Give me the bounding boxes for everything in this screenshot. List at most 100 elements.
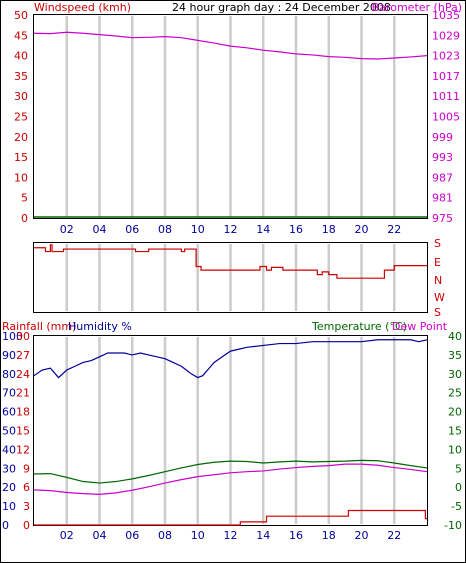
windspeed-label: Windspeed (kmh): [34, 1, 131, 14]
dewpoint-line: [33, 463, 428, 495]
x-tick-label: 22: [387, 223, 401, 236]
direction-tick-label: E: [434, 256, 441, 269]
humidity-tick-label: 20: [2, 481, 16, 494]
barometer-line: [33, 31, 428, 60]
temperature-tick-label: 10: [448, 443, 462, 456]
humidity-tick-label: 50: [2, 425, 16, 438]
x-tick-label: 02: [60, 529, 74, 542]
x-tick-label: 16: [289, 223, 303, 236]
rain-tick-label: 30: [16, 330, 30, 343]
temperature-tick-label: 40: [448, 330, 462, 343]
temperature-tick-label: 5: [455, 462, 462, 475]
x-tick-label: 02: [60, 223, 74, 236]
direction-tick-label: N: [434, 274, 442, 287]
wind-tick-label: 5: [21, 192, 28, 205]
direction-tick-label: S: [434, 306, 441, 319]
barometer-tick-label: 1017: [432, 70, 460, 83]
temperature-tick-label: 30: [448, 368, 462, 381]
wind-tick-label: 0: [21, 212, 28, 225]
x-tick-label: 20: [355, 223, 369, 236]
rain-tick-label: 27: [16, 349, 30, 362]
temperature-tick-label: 15: [448, 425, 462, 438]
chart-title: 24 hour graph day : 24 December 2008: [172, 1, 391, 14]
direction-tick-label: W: [434, 291, 445, 304]
rain-tick-label: 6: [23, 481, 30, 494]
temperature-tick-label: 25: [448, 387, 462, 400]
x-tick-label: 08: [158, 529, 172, 542]
barometer-tick-label: 1005: [432, 111, 460, 124]
barometer-tick-label: 1035: [432, 9, 460, 22]
x-tick-label: 10: [191, 223, 205, 236]
barometer-tick-label: 1029: [432, 29, 460, 42]
wind-direction-line: [34, 244, 427, 279]
barometer-tick-label: 993: [432, 151, 453, 164]
humidity-tick-label: 100: [2, 330, 23, 343]
wind-tick-label: 50: [14, 9, 28, 22]
temperature-tick-label: -5: [451, 500, 462, 513]
rain-tick-label: 0: [23, 519, 30, 532]
x-tick-label: 22: [387, 529, 401, 542]
humidity-tick-label: 70: [2, 387, 16, 400]
temperature-line: [33, 459, 428, 484]
x-tick-label: 12: [224, 529, 238, 542]
rainfall-line: [34, 509, 427, 526]
temperature-tick-label: -10: [444, 519, 462, 532]
x-tick-label: 06: [125, 223, 139, 236]
humidity-tick-label: 80: [2, 368, 16, 381]
humidity-line: [33, 339, 428, 379]
humidity-tick-label: 30: [2, 462, 16, 475]
temperature-label: Temperature (°C): [311, 320, 407, 333]
x-tick-label: 18: [322, 223, 336, 236]
grid-lines: [65, 16, 396, 524]
humidity-tick-label: 0: [2, 519, 9, 532]
humidity-label: Humidity %: [68, 320, 132, 333]
rain-tick-label: 21: [16, 387, 30, 400]
x-tick-label: 14: [256, 529, 270, 542]
barometer-tick-label: 999: [432, 131, 453, 144]
wind-tick-label: 25: [14, 111, 28, 124]
temperature-tick-label: 20: [448, 406, 462, 419]
rainfall-label: Rainfall (mm): [2, 320, 76, 333]
rain-tick-label: 15: [16, 425, 30, 438]
x-tick-label: 12: [224, 223, 238, 236]
barometer-tick-label: 975: [432, 212, 453, 225]
x-tick-label: 06: [125, 529, 139, 542]
barometer-tick-label: 987: [432, 171, 453, 184]
rain-tick-label: 24: [16, 368, 30, 381]
barometer-tick-label: 1011: [432, 90, 460, 103]
x-tick-label: 04: [93, 223, 107, 236]
x-tick-label: 14: [256, 223, 270, 236]
x-tick-label: 18: [322, 529, 336, 542]
rain-tick-label: 9: [23, 462, 30, 475]
wind-tick-label: 10: [14, 171, 28, 184]
barometer-label: Barometer (hPa): [372, 1, 462, 14]
humidity-tick-label: 90: [2, 349, 16, 362]
x-tick-label: 10: [191, 529, 205, 542]
barometer-tick-label: 981: [432, 192, 453, 205]
temperature-tick-label: 0: [455, 481, 462, 494]
temperature-tick-label: 35: [448, 349, 462, 362]
wind-tick-label: 15: [14, 151, 28, 164]
wind-barometer-panel: [33, 14, 428, 219]
rain-tick-label: 12: [16, 443, 30, 456]
direction-tick-label: S: [434, 237, 441, 250]
wind-tick-label: 20: [14, 131, 28, 144]
wind-tick-label: 35: [14, 70, 28, 83]
x-tick-label: 20: [355, 529, 369, 542]
wind-tick-label: 30: [14, 90, 28, 103]
axis-tick-labels: 0202040406060808101012121414161618182020…: [2, 9, 462, 542]
humidity-tick-label: 10: [2, 500, 16, 513]
barometer-tick-label: 1023: [432, 50, 460, 63]
wind-tick-label: 45: [14, 29, 28, 42]
humidity-tick-label: 60: [2, 406, 16, 419]
x-tick-label: 04: [93, 529, 107, 542]
dewpoint-label: Dew Point: [392, 320, 448, 333]
humidity-tick-label: 40: [2, 443, 16, 456]
rain-tick-label: 18: [16, 406, 30, 419]
rain-tick-label: 3: [23, 500, 30, 513]
wind-direction-panel: [33, 242, 428, 313]
x-tick-label: 16: [289, 529, 303, 542]
data-series: [33, 31, 428, 526]
